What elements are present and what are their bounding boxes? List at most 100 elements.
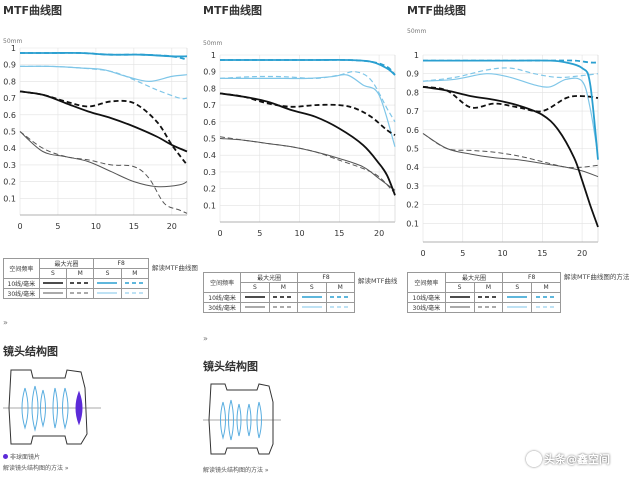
y-tick-label: 0.8 [203, 84, 216, 93]
legend-row-30: 30线/毫米 [202, 302, 242, 313]
y-tick-label: 1 [414, 51, 419, 60]
mtf-panel-2: MTF曲线图 50mm 0.1 0.2 0.3 0.4 0.5 0.6 0.7 0.8 0.9 1… [200, 0, 404, 479]
legend-row-10: 10线/毫米 [3, 278, 40, 289]
series-line [422, 85, 599, 228]
y-tick-label: 0.9 [203, 68, 216, 77]
x-tick-label: 0 [217, 229, 222, 238]
legend-s: S [38, 268, 68, 279]
legend-row-30: 30线/毫米 [3, 288, 40, 299]
legend-m: M [531, 282, 561, 293]
read-mtf-link[interactable]: 解读MTF曲线 [358, 277, 398, 285]
section-title-lens: 镜头结构图 [203, 360, 258, 373]
x-tick-label: 15 [334, 229, 344, 238]
legend-max-aperture: 最大光圈 [240, 272, 299, 283]
aspherical-dot-icon [3, 454, 8, 459]
x-tick-label: 10 [294, 229, 304, 238]
legend-swatch [444, 302, 475, 313]
legend-s: S [93, 268, 122, 279]
legend-s: S [502, 282, 533, 293]
legend-swatch [66, 278, 95, 289]
series-line [422, 85, 599, 113]
legend-swatch [325, 302, 356, 313]
mtf-chart-2: 0.10.20.30.40.50.60.70.80.910 5 10 15 20 [203, 51, 396, 238]
x-tick-label: 20 [374, 229, 384, 238]
y-tick-label: 0.7 [203, 101, 216, 110]
legend-row-10: 10线/毫米 [407, 292, 446, 303]
y-tick-label: 0.7 [3, 94, 16, 103]
legend-swatch [268, 292, 299, 303]
panel-title: MTF曲线图 [407, 4, 466, 17]
legend-swatch [240, 302, 270, 313]
read-lens-link[interactable]: 解读镜头结构图的方法 » [3, 465, 69, 472]
x-tick-label: 0 [420, 249, 425, 258]
legend-swatch [93, 278, 122, 289]
y-tick-label: 0.2 [203, 185, 216, 194]
legend-swatch [120, 278, 150, 289]
legend-swatch [531, 302, 561, 313]
series-line [422, 59, 599, 64]
read-mtf-link[interactable]: 解读MTF曲线图 [152, 264, 198, 272]
x-tick-label: 20 [167, 222, 177, 231]
y-tick-label: 0.5 [406, 145, 419, 154]
series-line [19, 90, 188, 153]
legend-max-aperture: 最大光圈 [38, 258, 95, 269]
legend-swatch [38, 288, 68, 299]
y-tick-label: 0.9 [406, 70, 419, 79]
series-line [219, 138, 396, 191]
legend-row-10: 10线/毫米 [202, 292, 242, 303]
y-tick-label: 0.1 [3, 194, 16, 203]
read-lens-link[interactable]: 解读镜头结构图的方法 » [203, 467, 269, 474]
quote-mark: » [203, 334, 208, 343]
mtf-chart-1: 0.10.20.30.40.50.60.70.80.910 5 10 15 20 [3, 44, 188, 231]
legend-m: M [66, 268, 95, 279]
y-tick-label: 0.3 [203, 168, 216, 177]
legend-swatch [473, 292, 504, 303]
y-tick-label: 1 [11, 44, 16, 53]
x-tick-label: 10 [91, 222, 101, 231]
series-line [219, 136, 396, 194]
y-tick-label: 0.5 [3, 128, 16, 137]
y-tick-label: 0.4 [3, 144, 16, 153]
legend-swatch [297, 302, 327, 313]
x-tick-label: 15 [537, 249, 547, 258]
series-line [422, 67, 599, 82]
y-tick-label: 0.5 [203, 135, 216, 144]
series-line [422, 133, 599, 169]
legend-m: M [473, 282, 504, 293]
series-line [220, 58, 396, 76]
x-tick-label: 15 [129, 222, 139, 231]
y-tick-label: 0.8 [3, 77, 16, 86]
series-line [19, 65, 188, 83]
panel-title: MTF曲线图 [203, 4, 262, 17]
legend-freq-header: 空间频率 [3, 258, 40, 279]
legend-swatch [240, 292, 270, 303]
y-tick-label: 0.9 [3, 61, 16, 70]
legend-freq-header: 空间频率 [202, 272, 242, 293]
series-line [20, 51, 188, 61]
read-mtf-link[interactable]: 解读MTF曲线图的方法 [564, 273, 630, 281]
y-tick-label: 0.3 [406, 182, 419, 191]
series-line [422, 59, 599, 160]
x-tick-label: 5 [460, 249, 465, 258]
series-line [19, 131, 188, 188]
legend-freq-header: 空间频率 [407, 272, 446, 293]
y-tick-label: 0.2 [406, 201, 419, 210]
legend-swatch [93, 288, 122, 299]
legend-s: S [240, 282, 270, 293]
x-tick-label: 20 [577, 249, 587, 258]
legend-swatch [473, 302, 504, 313]
series-line [219, 70, 396, 123]
lens-diagram-1 [3, 369, 101, 445]
y-tick-label: 0.6 [406, 126, 419, 135]
y-tick-label: 0.4 [203, 151, 216, 160]
aspherical-caption: 非球面镜片 [10, 454, 41, 461]
y-tick-label: 0.3 [3, 161, 16, 170]
mtf-panel-3: MTF曲线图 50mm 0.1 0.2 0.3 0.4 0.5 0.6 0.7 0.8 0.9 1… [404, 0, 640, 479]
focal-length-label: 50mm [203, 40, 223, 47]
x-tick-label: 10 [497, 249, 507, 258]
legend-s: S [297, 282, 327, 293]
legend-row-30: 30线/毫米 [407, 302, 446, 313]
legend-max-aperture: 最大光圈 [444, 272, 504, 283]
y-tick-label: 0.6 [203, 118, 216, 127]
series-line [422, 133, 599, 178]
